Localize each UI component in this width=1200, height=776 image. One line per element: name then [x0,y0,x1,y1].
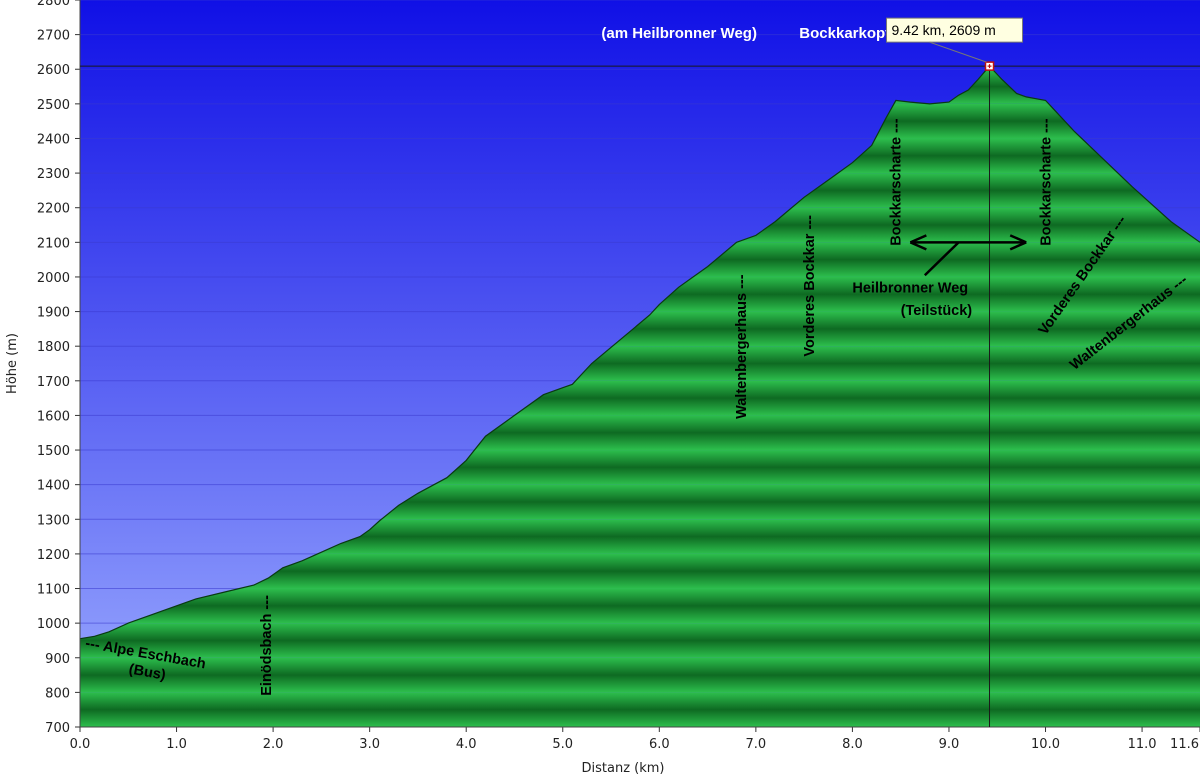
x-tick-label: 10.0 [1031,737,1060,752]
elevation-band [80,657,1200,693]
y-tick-label: 2300 [37,167,70,182]
route-annotation: Vorderes Bockkar --- [802,215,818,357]
y-tick-label: 1700 [37,375,70,390]
elevation-band [80,692,1200,727]
y-tick-label: 2600 [37,63,70,78]
elevation-band [80,623,1200,658]
position-tooltip: 9.42 km, 2609 m [886,17,1024,63]
route-annotation: Bockkarscharte --- [889,118,905,245]
x-axis-label: Distanz (km) [582,761,665,776]
y-tick-label: 900 [45,652,70,667]
route-annotation: (Teilstück) [901,303,973,319]
arrow-head-right [1009,234,1027,251]
x-tick-label: 9.0 [939,737,960,752]
y-tick-label: 2200 [37,202,70,217]
elevation-line [79,65,1200,640]
x-tick-label: 1.0 [166,737,187,752]
y-tick-label: 1400 [37,479,70,494]
route-annotation: Waltenbergerhaus --- [734,274,750,419]
route-annotation: Einödsbach --- [259,595,275,696]
x-tick-label: 11.6 [1170,737,1199,752]
y-tick-label: 1600 [37,409,70,424]
x-tick-label: 2.0 [263,737,284,752]
y-tick-label: 1800 [37,340,70,355]
x-tick-label: 5.0 [552,737,573,752]
y-tick-label: 2500 [37,98,70,113]
x-axis-ticks: 0.0 1.0 2.0 3.0 4.0 5.0 6.0 7.0 8.0 9.0 10.0 11.0 11… [70,726,1200,752]
tooltip-pointer [929,41,987,63]
arrow-head-left [909,234,927,251]
route-annotation: (Bus) [128,661,167,683]
y-tick-label: 1500 [37,444,70,459]
y-tick-label: 1100 [37,583,70,598]
y-tick-label: 2400 [37,132,70,147]
x-tick-label: 7.0 [746,737,767,752]
x-tick-label: 0.0 [70,737,91,752]
y-tick-label: 2100 [37,236,70,251]
x-tick-label: 4.0 [456,737,477,752]
y-axis-ticks: 700 800 900 1000 1100 1200 1300 1400 1500 1600 170… [37,0,81,736]
y-tick-label: 2800 [37,0,70,9]
y-tick-label: 800 [45,686,70,701]
y-tick-label: 1900 [37,306,70,321]
y-tick-label: 2000 [37,271,70,286]
y-axis-label: Höhe (m) [5,333,20,394]
x-tick-label: 11.0 [1128,737,1157,752]
heilbronner-weg-arrow [909,234,1027,277]
position-marker[interactable] [80,61,1200,727]
x-tick-label: 6.0 [649,737,670,752]
y-tick-label: 1000 [37,617,70,632]
elevation-band [80,588,1200,624]
arrow-stem [923,241,960,277]
y-tick-label: 2700 [37,29,70,44]
x-tick-label: 3.0 [359,737,380,752]
y-tick-label: 700 [45,721,70,736]
tooltip-text: 9.42 km, 2609 m [892,22,996,38]
route-annotation: Bockkarscharte --- [1038,118,1054,245]
route-annotation: Heilbronner Weg [852,281,968,297]
y-tick-label: 1300 [37,513,70,528]
x-tick-label: 8.0 [842,737,863,752]
summit-annotation: Bockkarkopf [799,25,891,42]
summit-annotation: (am Heilbronner Weg) [601,25,757,42]
tooltip-box [886,17,1024,43]
summit-annotations: (am Heilbronner Weg) Bockkarkopf [601,25,891,42]
y-tick-label: 1200 [37,548,70,563]
